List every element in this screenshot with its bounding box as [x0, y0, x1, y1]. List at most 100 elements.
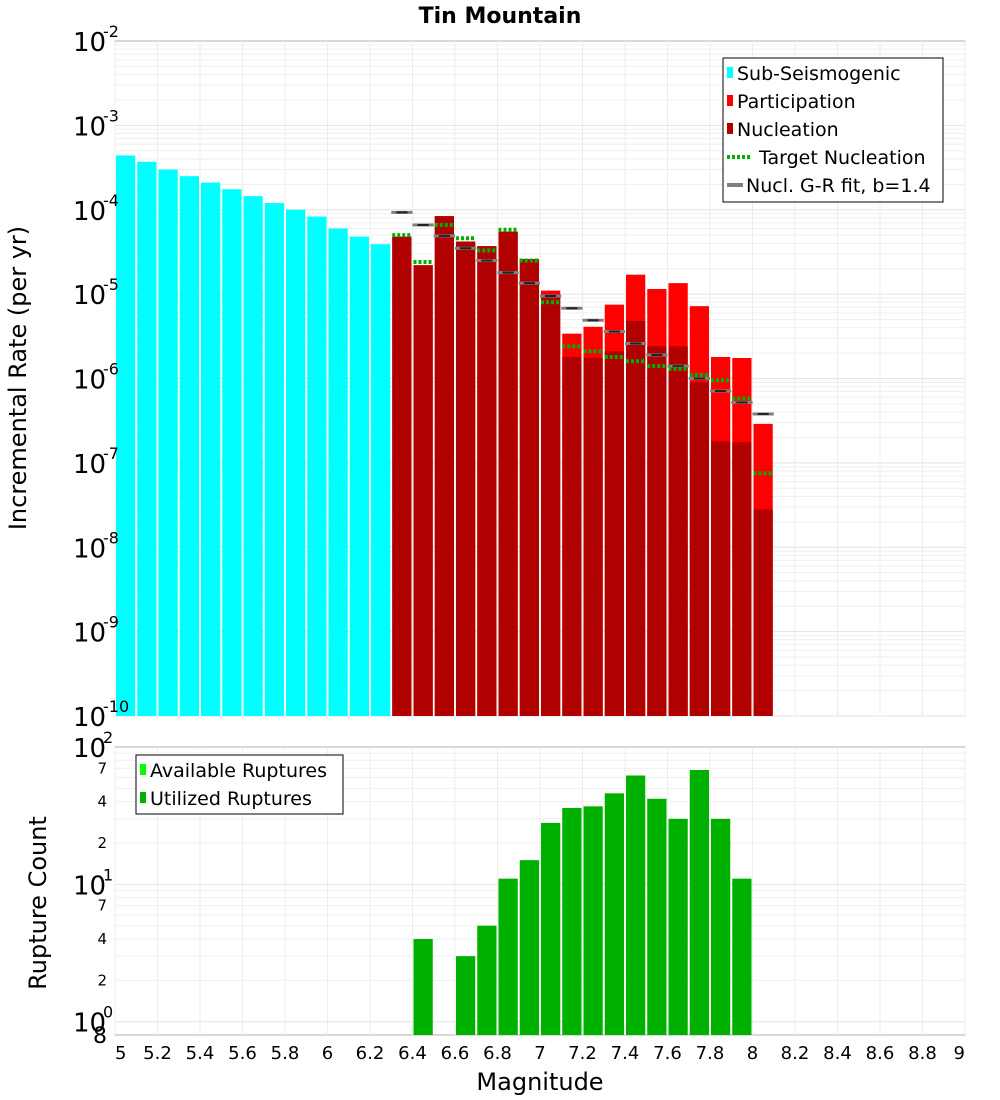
- rate-y-tick-exponent: -5: [103, 275, 119, 294]
- rate-y-tick-4: 10-4: [73, 191, 119, 227]
- utilized-ruptures-bar: [647, 798, 667, 1035]
- rate-y-tick-exponent: -10: [103, 697, 129, 716]
- rate-y-tick-base: 10: [73, 197, 106, 227]
- nucleation-bar: [732, 442, 752, 716]
- sub-seismogenic-bar: [349, 236, 369, 716]
- x-tick-label: 7.6: [653, 1043, 682, 1064]
- x-tick-label: 5.4: [186, 1043, 215, 1064]
- rate-y-tick-base: 10: [73, 534, 106, 564]
- utilized-ruptures-bar: [689, 770, 709, 1035]
- nucleation-bar: [753, 509, 773, 716]
- utilized-ruptures-bar: [519, 860, 539, 1035]
- x-tick-label: 6.2: [356, 1043, 385, 1064]
- utilized-ruptures-bar: [541, 822, 561, 1035]
- count-y-tick-exponent: 1: [103, 865, 113, 884]
- x-tick-label: 5.8: [271, 1043, 300, 1064]
- nucleation-bar: [583, 357, 603, 716]
- sub-seismogenic-bar: [137, 161, 157, 716]
- count-y-tick-exponent: 2: [103, 728, 113, 747]
- x-tick-label: 8.6: [866, 1043, 895, 1064]
- count-y-tick-minor: 8: [93, 1024, 107, 1049]
- legend-swatch-utilized-ruptures: [140, 792, 146, 803]
- rate-y-tick-9: 10-9: [73, 613, 119, 649]
- rate-y-tick-3: 10-3: [73, 106, 119, 142]
- count-legend-box: [135, 754, 344, 815]
- rate-y-tick-exponent: -2: [103, 22, 119, 41]
- x-tick-label: 8.4: [823, 1043, 852, 1064]
- rate-y-tick-exponent: -3: [103, 106, 119, 125]
- x-tick-label: 6.6: [441, 1043, 470, 1064]
- x-tick-label: 8.2: [781, 1043, 810, 1064]
- legend-swatch-participation: [727, 95, 733, 106]
- rate-y-tick-exponent: -6: [103, 360, 119, 379]
- legend-label-sub-seismogenic: Sub-Seismogenic: [737, 63, 901, 85]
- chart-title: Tin Mountain: [419, 4, 582, 29]
- nucleation-bar: [562, 356, 582, 716]
- sub-seismogenic-bar: [264, 203, 284, 716]
- nucleation-bar: [689, 382, 709, 716]
- legend-label-nucleation: Nucleation: [737, 119, 839, 141]
- rate-bars: [116, 155, 773, 717]
- nucleation-bar: [392, 236, 412, 716]
- utilized-ruptures-bar: [732, 878, 752, 1035]
- rate-y-tick-6: 10-6: [73, 360, 119, 396]
- x-tick-label: 7.8: [696, 1043, 725, 1064]
- rate-y-tick-exponent: -7: [103, 444, 119, 463]
- count-y-tick-minor: 2: [97, 971, 107, 989]
- x-tick-label: 7.4: [611, 1043, 640, 1064]
- rate-y-tick-base: 10: [73, 703, 106, 733]
- sub-seismogenic-bar: [201, 182, 221, 716]
- nucleation-bar: [456, 241, 476, 717]
- rate-y-tick-8: 10-8: [73, 528, 119, 564]
- utilized-ruptures-bar: [711, 818, 731, 1035]
- x-tick-label: 7: [534, 1043, 545, 1064]
- nucleation-bar: [413, 265, 433, 716]
- legend-swatch-available-ruptures: [140, 764, 146, 775]
- x-tick-label: 8.8: [908, 1043, 937, 1064]
- x-tick-label: 6.8: [483, 1043, 512, 1064]
- rate-legend-box: [722, 57, 944, 203]
- sub-seismogenic-bar: [158, 169, 178, 716]
- legend-label-available-ruptures: Available Ruptures: [150, 760, 327, 782]
- sub-seismogenic-bar: [243, 196, 263, 716]
- x-tick-label: 8: [747, 1043, 758, 1064]
- nucleation-bar: [519, 259, 539, 716]
- rate-y-tick-base: 10: [73, 281, 106, 311]
- utilized-ruptures-bar: [413, 939, 433, 1035]
- utilized-ruptures-bar: [477, 925, 497, 1035]
- count-y-tick-major-1: 101: [73, 865, 113, 901]
- nucleation-bar: [477, 246, 497, 716]
- count-y-tick-minor: 7: [97, 759, 107, 777]
- sub-seismogenic-bar: [179, 176, 199, 716]
- nucleation-bar: [604, 351, 624, 716]
- sub-seismogenic-bar: [116, 155, 136, 716]
- x-tick-labels: 5 5.2 5.4 5.6 5.8 6 6.2 6.4 6.6 6.8 7 7.2 7.4 7.6 7.8 8…: [115, 1043, 965, 1064]
- count-y-tick-minor: 2: [97, 834, 107, 852]
- x-tick-label: 5.2: [143, 1043, 172, 1064]
- legend-label-utilized-ruptures: Utilized Ruptures: [150, 788, 312, 810]
- x-tick-label: 6: [322, 1043, 333, 1064]
- rate-y-axis-label: Incremental Rate (per yr): [4, 226, 32, 530]
- count-y-tick-minor: 7: [97, 897, 107, 915]
- utilized-ruptures-bar: [604, 793, 624, 1035]
- rate-y-tick-base: 10: [73, 28, 106, 58]
- legend-label-participation: Participation: [737, 91, 856, 113]
- count-y-tick-base: 10: [73, 1009, 106, 1039]
- sub-seismogenic-bar: [286, 209, 306, 716]
- utilized-ruptures-bar: [498, 878, 518, 1035]
- nucleation-bar: [498, 231, 518, 716]
- rate-y-tick-base: 10: [73, 112, 106, 142]
- x-tick-label: 7.2: [568, 1043, 597, 1064]
- rate-y-tick-2: 10-2: [73, 22, 119, 58]
- rate-line-markers: [391, 210, 774, 476]
- count-y-tick-minor: 4: [97, 930, 107, 948]
- sub-seismogenic-bar: [222, 189, 242, 717]
- rate-y-tick-exponent: -9: [103, 613, 119, 632]
- count-y-tick-major-2: 102: [73, 728, 113, 764]
- x-tick-label: 9: [954, 1043, 965, 1064]
- count-y-tick-base: 10: [73, 734, 106, 764]
- rate-y-tick-exponent: -4: [103, 191, 119, 210]
- x-tick-label: 6.4: [398, 1043, 427, 1064]
